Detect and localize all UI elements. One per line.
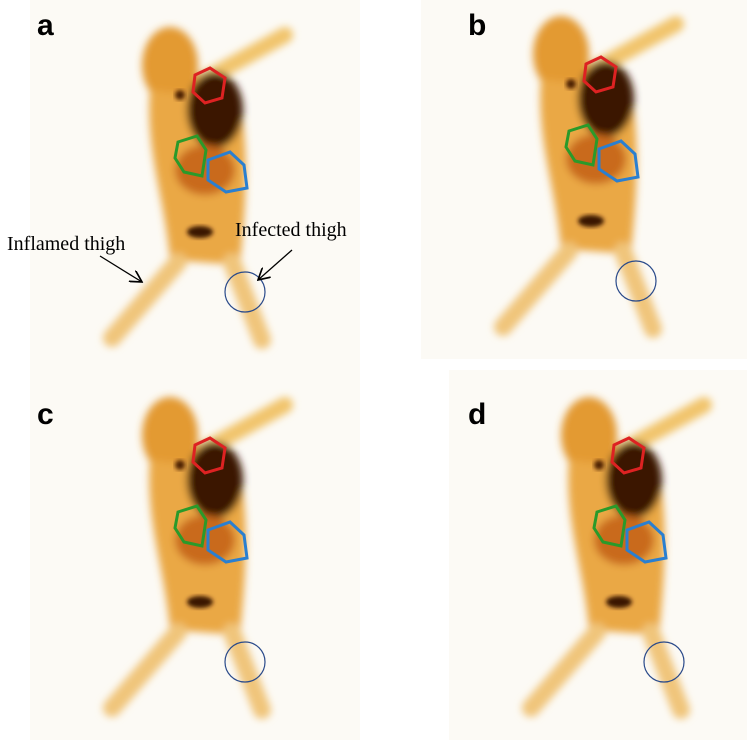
page: Scintigraphy panels html, body { margin:… <box>0 0 747 745</box>
panel-b-image <box>421 0 747 359</box>
panel-c-image <box>30 370 360 740</box>
panel-label: c <box>37 398 54 431</box>
panel-a-image <box>30 0 360 370</box>
annotation: Infected thigh <box>235 219 347 241</box>
panel-label: d <box>468 398 486 431</box>
body: {"panels": [{"label": "a"}, {"label": "b… <box>0 0 747 745</box>
panel-label: b <box>468 9 486 42</box>
figure: a b c d Inflamed thigh Infected thigh <box>0 0 747 745</box>
panel-label: a <box>37 9 54 42</box>
panel-d-image <box>449 370 747 740</box>
annotation: Inflamed thigh <box>7 233 125 255</box>
